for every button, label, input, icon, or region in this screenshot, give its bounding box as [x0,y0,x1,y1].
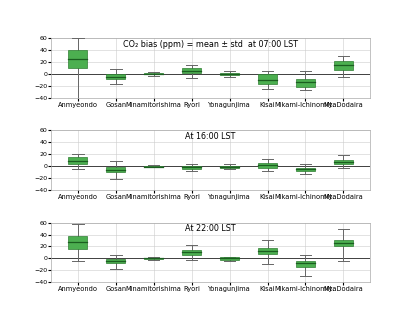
Bar [182,250,201,255]
Bar [144,258,163,259]
Bar [144,73,163,74]
Bar [258,163,277,168]
Bar [106,259,125,263]
Bar [182,68,201,73]
Bar [144,166,163,167]
Text: At 22:00 LST: At 22:00 LST [185,224,236,233]
Bar [220,73,239,75]
Bar [258,248,277,254]
Bar [296,261,315,267]
Bar [182,166,201,169]
Bar [334,160,353,164]
Bar [69,157,88,164]
Bar [106,167,125,172]
Text: At 16:00 LST: At 16:00 LST [185,132,236,141]
Bar [220,166,239,168]
Bar [69,50,88,68]
Bar [220,257,239,260]
Bar [334,241,353,246]
Bar [296,168,315,171]
Bar [296,79,315,87]
Text: CO₂ bias (ppm) = mean ± std  at 07:00 LST: CO₂ bias (ppm) = mean ± std at 07:00 LST [123,40,298,49]
Bar [258,74,277,84]
Bar [106,74,125,79]
Bar [69,236,88,249]
Bar [334,61,353,70]
